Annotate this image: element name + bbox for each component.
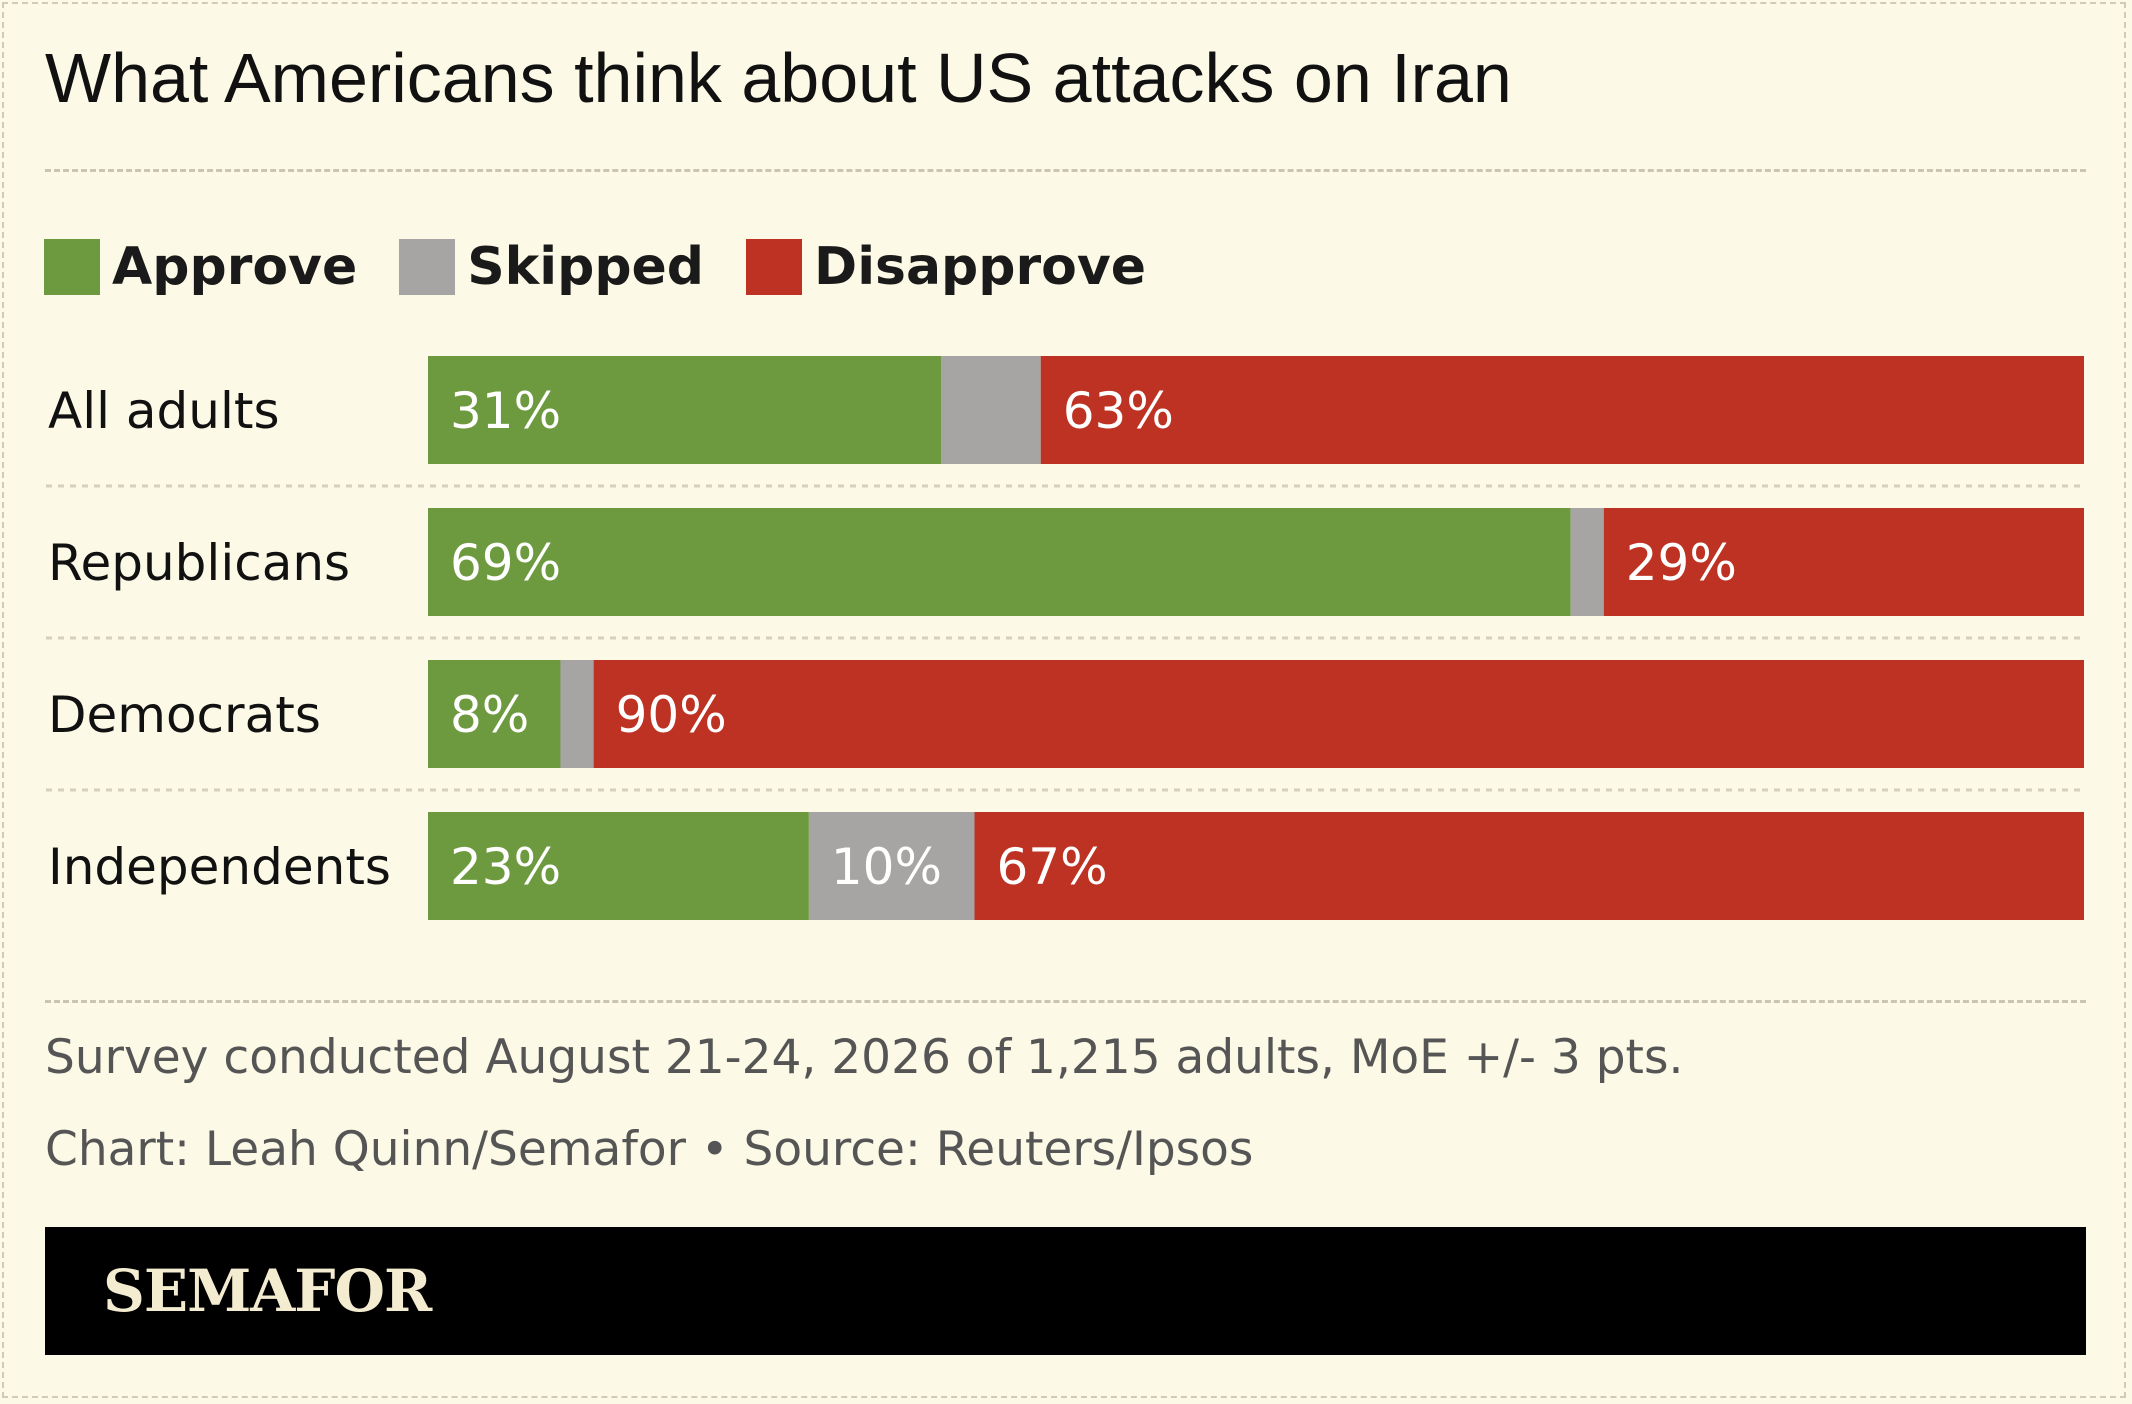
data-label-skipped-independents: 10% bbox=[831, 838, 942, 896]
semafor-logo: SEMAFOR bbox=[103, 1257, 432, 1325]
data-label-approve-democrats: 8% bbox=[450, 686, 529, 744]
legend-label-disapprove: Disapprove bbox=[814, 237, 1147, 297]
bar-approve-all-adults bbox=[428, 356, 942, 464]
bottom-divider bbox=[45, 1000, 2086, 1003]
chart-title: What Americans think about US attacks on… bbox=[45, 39, 1512, 117]
data-label-disapprove-republicans: 29% bbox=[1626, 534, 1737, 592]
data-label-disapprove-independents: 67% bbox=[996, 838, 1107, 896]
stacked-bar-chart: All adults 31% 63% Republicans 69% 29% Democra… bbox=[46, 356, 2084, 920]
legend-swatch-skipped bbox=[399, 239, 456, 295]
legend-label-approve: Approve bbox=[112, 237, 358, 297]
legend-item-skipped: Skipped bbox=[399, 237, 704, 297]
bar-disapprove-all-adults bbox=[1040, 356, 2084, 464]
bar-approve-democrats bbox=[428, 660, 561, 768]
legend-swatch-disapprove bbox=[746, 239, 803, 295]
bar-skipped-all-adults bbox=[941, 356, 1041, 464]
legend-swatch-approve bbox=[44, 239, 100, 295]
bar-skipped-republicans bbox=[1570, 508, 1604, 616]
footer-bar: SEMAFOR bbox=[45, 1227, 2086, 1355]
bar-disapprove-democrats bbox=[593, 660, 2084, 768]
bar-disapprove-independents bbox=[974, 812, 2084, 920]
bar-skipped-democrats bbox=[560, 660, 594, 768]
bar-disapprove-republicans bbox=[1603, 508, 2084, 616]
top-divider bbox=[45, 169, 2086, 172]
legend: Approve Skipped Disapprove bbox=[44, 237, 1188, 297]
row-label-democrats: Democrats bbox=[48, 686, 321, 744]
legend-item-disapprove: Disapprove bbox=[746, 237, 1146, 297]
data-label-approve-all-adults: 31% bbox=[450, 382, 561, 440]
data-label-disapprove-all-adults: 63% bbox=[1063, 382, 1174, 440]
data-label-approve-republicans: 69% bbox=[450, 534, 561, 592]
source-credit: Chart: Leah Quinn/Semafor • Source: Reut… bbox=[45, 1122, 1254, 1177]
legend-item-approve: Approve bbox=[44, 237, 357, 297]
bar-skipped-independents bbox=[808, 812, 975, 920]
survey-note: Survey conducted August 21-24, 2026 of 1… bbox=[45, 1030, 1684, 1085]
data-label-approve-independents: 23% bbox=[450, 838, 561, 896]
legend-label-skipped: Skipped bbox=[467, 237, 705, 297]
bar-approve-independents bbox=[428, 812, 809, 920]
row-label-independents: Independents bbox=[48, 838, 391, 896]
row-label-all-adults: All adults bbox=[48, 382, 280, 440]
row-label-republicans: Republicans bbox=[48, 534, 350, 592]
bar-approve-republicans bbox=[428, 508, 1571, 616]
data-label-disapprove-democrats: 90% bbox=[616, 686, 727, 744]
